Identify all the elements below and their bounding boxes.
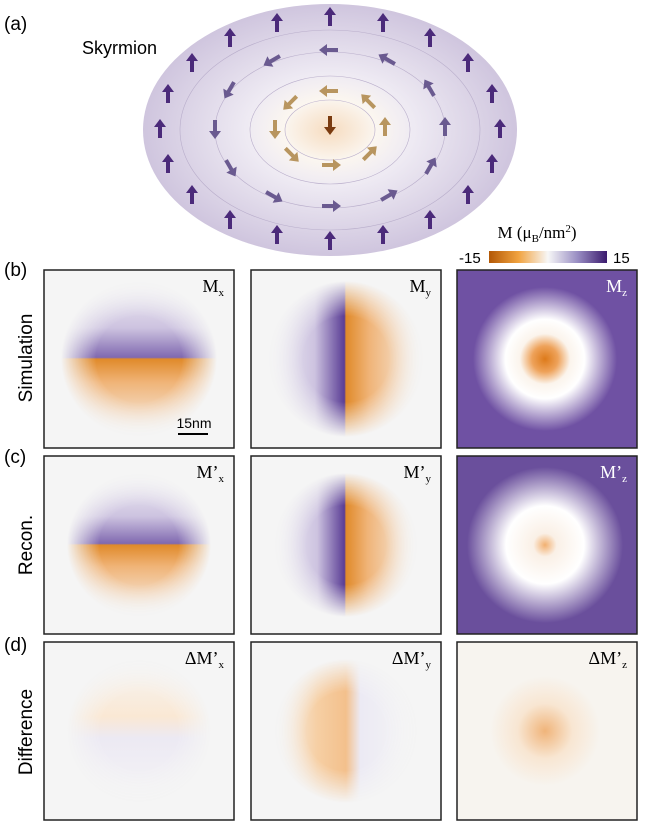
map-panel: M’x (43, 455, 235, 635)
colorbar-unit: ) (571, 223, 577, 242)
map-panel: ΔM’x (43, 641, 235, 821)
panel-title: M’ (404, 462, 426, 482)
panel-title: M’z (600, 462, 627, 485)
panel-label: (c) (4, 447, 26, 468)
colorbar-unit: (μ (517, 223, 532, 242)
panel-label: (a) (4, 14, 27, 35)
panel-title: M (606, 276, 622, 296)
row-label: Difference (16, 689, 37, 775)
panel-title: ΔM’ (185, 648, 219, 668)
colorbar-unit: B (532, 233, 539, 245)
panel-title: ΔM’z (589, 648, 628, 671)
panel-label: (d) (4, 635, 27, 656)
panel-title-sub: y (426, 659, 432, 671)
map-panel: Mx 15nm (43, 269, 235, 449)
panel-title: M’x (197, 462, 225, 485)
colorbar-min: -15 (459, 250, 481, 267)
map-panel: M’z (456, 455, 638, 635)
panel-title-sub: z (622, 473, 627, 485)
row-label: Recon. (16, 515, 37, 575)
colorbar-symbol: M (497, 223, 512, 242)
skyrmion-title: Skyrmion (82, 38, 157, 58)
colorbar-unit: /nm (539, 223, 565, 242)
panel-title-sub: z (622, 287, 627, 299)
panel-title-sub: y (426, 287, 432, 299)
map-panel: ΔM’y (250, 641, 442, 821)
scale-bar-label: 15nm (176, 415, 211, 431)
panel-title-sub: z (622, 659, 627, 671)
panel-title: My (409, 276, 431, 299)
panel-title: Mx (202, 276, 224, 299)
panel-label: (b) (4, 260, 27, 281)
panel-title-sub: x (219, 473, 225, 485)
panel-title: M’ (197, 462, 219, 482)
panel-title: ΔM’ (392, 648, 426, 668)
row-label: Simulation (16, 314, 37, 403)
panel-title-sub: x (219, 287, 225, 299)
colorbar-unit: 2 (565, 223, 571, 235)
panel-title: M (202, 276, 218, 296)
map-panel: ΔM’z (456, 641, 638, 821)
colorbar (489, 251, 607, 263)
panel-title: Mz (606, 276, 627, 299)
map-panel: Mz (456, 269, 638, 449)
panel-title: ΔM’x (185, 648, 225, 671)
map-panel: M’y (250, 455, 442, 635)
colorbar-label: M (μB/nm2) (497, 223, 576, 245)
panel-title: ΔM’y (392, 648, 432, 671)
panel-title: ΔM’ (589, 648, 623, 668)
panel-title: M’ (600, 462, 622, 482)
skyrmion-illustration (143, 4, 517, 256)
panel-title: M (409, 276, 425, 296)
panel-title: M’y (404, 462, 432, 485)
colorbar-max: 15 (613, 250, 630, 267)
panel-title-sub: y (426, 473, 432, 485)
panel-title-sub: x (219, 659, 225, 671)
map-panel: My (250, 269, 442, 449)
